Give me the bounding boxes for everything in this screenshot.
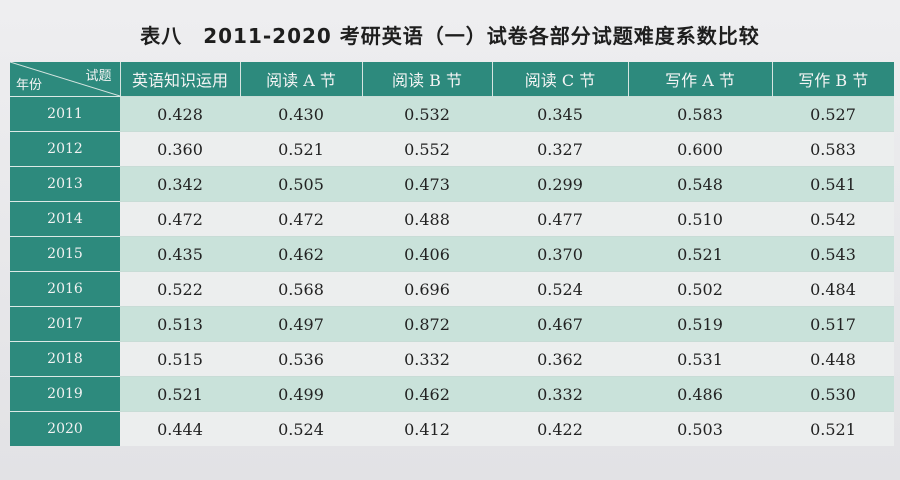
value-cell: 0.477 (492, 201, 628, 237)
value-cell: 0.519 (628, 306, 772, 342)
value-cell: 0.360 (120, 131, 240, 167)
value-cell: 0.488 (362, 201, 492, 237)
value-cell: 0.467 (492, 306, 628, 342)
value-cell: 0.521 (240, 131, 362, 167)
table-row: 2012 0.360 0.521 0.552 0.327 0.600 0.583 (10, 131, 894, 167)
value-cell: 0.521 (772, 411, 894, 446)
value-cell: 0.473 (362, 166, 492, 202)
value-cell: 0.541 (772, 166, 894, 202)
value-cell: 0.444 (120, 411, 240, 446)
value-cell: 0.510 (628, 201, 772, 237)
year-cell: 2011 (10, 96, 120, 132)
value-cell: 0.299 (492, 166, 628, 202)
value-cell: 0.472 (120, 201, 240, 237)
table-row: 2015 0.435 0.462 0.406 0.370 0.521 0.543 (10, 236, 894, 272)
value-cell: 0.462 (240, 236, 362, 272)
year-cell: 2017 (10, 306, 120, 342)
value-cell: 0.428 (120, 96, 240, 132)
value-cell: 0.345 (492, 96, 628, 132)
table-row: 2014 0.472 0.472 0.488 0.477 0.510 0.542 (10, 201, 894, 237)
value-cell: 0.484 (772, 271, 894, 307)
value-cell: 0.548 (628, 166, 772, 202)
value-cell: 0.332 (362, 341, 492, 377)
year-cell: 2019 (10, 376, 120, 412)
value-cell: 0.342 (120, 166, 240, 202)
value-cell: 0.412 (362, 411, 492, 446)
column-header: 写作 B 节 (772, 62, 894, 97)
value-cell: 0.522 (120, 271, 240, 307)
value-cell: 0.362 (492, 341, 628, 377)
value-cell: 0.517 (772, 306, 894, 342)
value-cell: 0.502 (628, 271, 772, 307)
value-cell: 0.497 (240, 306, 362, 342)
value-cell: 0.448 (772, 341, 894, 377)
value-cell: 0.552 (362, 131, 492, 167)
corner-label-year: 年份 (16, 78, 43, 93)
value-cell: 0.524 (492, 271, 628, 307)
value-cell: 0.531 (628, 341, 772, 377)
table-row: 2013 0.342 0.505 0.473 0.299 0.548 0.541 (10, 166, 894, 202)
column-header: 英语知识运用 (120, 62, 241, 97)
value-cell: 0.696 (362, 271, 492, 307)
table-row: 2019 0.521 0.499 0.462 0.332 0.486 0.530 (10, 376, 894, 412)
corner-cell: 试题 年份 (10, 62, 121, 97)
value-cell: 0.513 (120, 306, 240, 342)
table-row: 2018 0.515 0.536 0.332 0.362 0.531 0.448 (10, 341, 894, 377)
year-cell: 2014 (10, 201, 120, 237)
value-cell: 0.435 (120, 236, 240, 272)
year-cell: 2013 (10, 166, 120, 202)
value-cell: 0.568 (240, 271, 362, 307)
diagonal-divider (10, 62, 119, 96)
year-cell: 2020 (10, 411, 120, 446)
year-cell: 2016 (10, 271, 120, 307)
value-cell: 0.472 (240, 201, 362, 237)
year-cell: 2015 (10, 236, 120, 272)
value-cell: 0.542 (772, 201, 894, 237)
column-header: 阅读 B 节 (362, 62, 493, 97)
value-cell: 0.327 (492, 131, 628, 167)
value-cell: 0.527 (772, 96, 894, 132)
value-cell: 0.332 (492, 376, 628, 412)
table-row: 2011 0.428 0.430 0.532 0.345 0.583 0.527 (10, 96, 894, 132)
value-cell: 0.503 (628, 411, 772, 446)
table-title: 表八 2011-2020 考研英语（一）试卷各部分试题难度系数比较 (140, 24, 760, 48)
table-row: 2020 0.444 0.524 0.412 0.422 0.503 0.521 (10, 411, 894, 446)
value-cell: 0.530 (772, 376, 894, 412)
value-cell: 0.521 (628, 236, 772, 272)
year-cell: 2012 (10, 131, 120, 167)
value-cell: 0.521 (120, 376, 240, 412)
value-cell: 0.499 (240, 376, 362, 412)
value-cell: 0.872 (362, 306, 492, 342)
value-cell: 0.532 (362, 96, 492, 132)
column-header: 阅读 C 节 (492, 62, 629, 97)
value-cell: 0.524 (240, 411, 362, 446)
table-row: 2017 0.513 0.497 0.872 0.467 0.519 0.517 (10, 306, 894, 342)
corner-label-exam: 试题 (85, 69, 112, 84)
value-cell: 0.406 (362, 236, 492, 272)
value-cell: 0.515 (120, 341, 240, 377)
column-header: 阅读 A 节 (240, 62, 363, 97)
column-header: 写作 A 节 (628, 62, 773, 97)
value-cell: 0.536 (240, 341, 362, 377)
value-cell: 0.583 (628, 96, 772, 132)
value-cell: 0.583 (772, 131, 894, 167)
table-row: 2016 0.522 0.568 0.696 0.524 0.502 0.484 (10, 271, 894, 307)
value-cell: 0.543 (772, 236, 894, 272)
value-cell: 0.430 (240, 96, 362, 132)
value-cell: 0.462 (362, 376, 492, 412)
year-cell: 2018 (10, 341, 120, 377)
value-cell: 0.486 (628, 376, 772, 412)
value-cell: 0.505 (240, 166, 362, 202)
difficulty-table: 试题 年份 英语知识运用 阅读 A 节 阅读 B 节 阅读 C 节 写作 A 节… (10, 62, 894, 446)
value-cell: 0.422 (492, 411, 628, 446)
value-cell: 0.370 (492, 236, 628, 272)
header-row: 试题 年份 英语知识运用 阅读 A 节 阅读 B 节 阅读 C 节 写作 A 节… (10, 62, 894, 97)
value-cell: 0.600 (628, 131, 772, 167)
